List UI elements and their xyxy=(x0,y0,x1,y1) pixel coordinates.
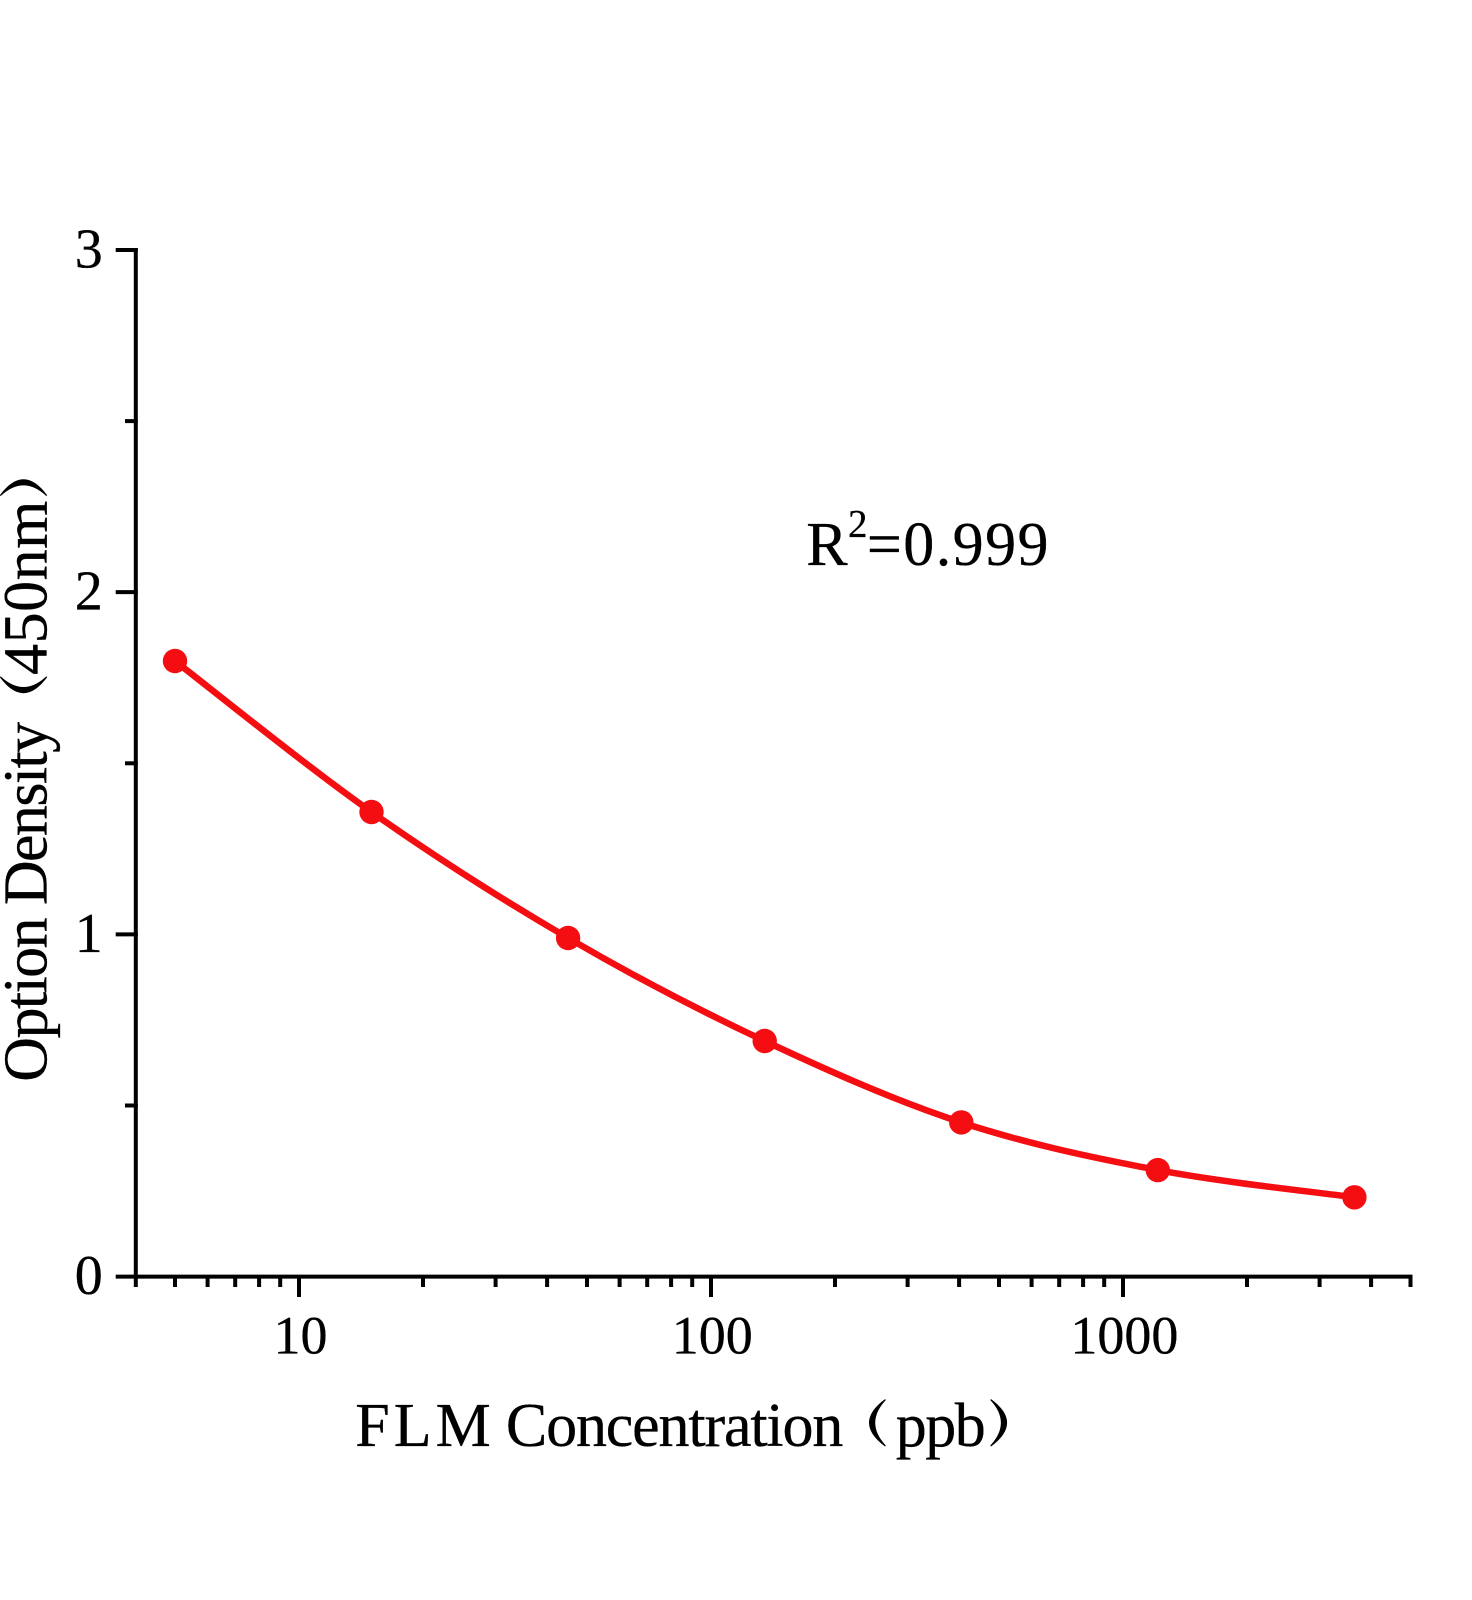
svg-text:Concentration: Concentration xyxy=(506,1392,843,1460)
svg-text:FLM: FLM xyxy=(355,1392,494,1460)
svg-text:=0.999: =0.999 xyxy=(867,511,1050,579)
svg-text:0: 0 xyxy=(75,1245,103,1307)
svg-text:3: 3 xyxy=(75,219,103,281)
svg-text:2: 2 xyxy=(75,561,103,623)
svg-text:100: 100 xyxy=(672,1305,753,1365)
svg-text:1: 1 xyxy=(75,903,103,965)
svg-text:1000: 1000 xyxy=(1070,1305,1178,1365)
svg-text:Option Density: Option Density xyxy=(0,722,61,1082)
svg-text:ppb: ppb xyxy=(896,1392,985,1460)
svg-text:450nm: 450nm xyxy=(0,500,61,675)
svg-text:10: 10 xyxy=(274,1305,328,1365)
svg-text:R: R xyxy=(806,511,848,579)
svg-text:2: 2 xyxy=(848,503,868,546)
